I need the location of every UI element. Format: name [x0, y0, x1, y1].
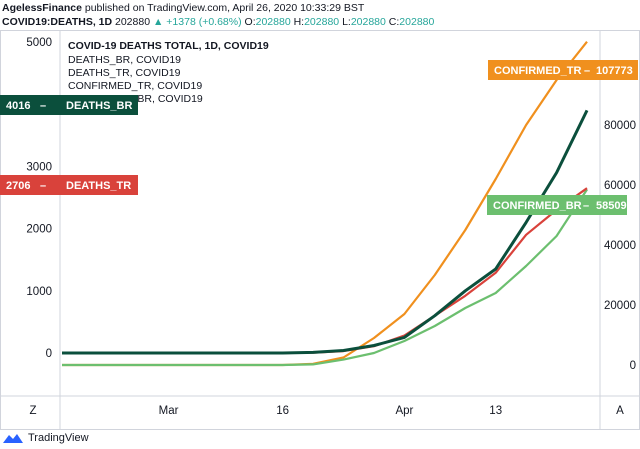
tag-deaths-tr: 2706 – DEATHS_TR [0, 175, 138, 195]
left-tick-label: 3000 [26, 161, 52, 173]
publish-info: AgelessFinance published on TradingView.… [2, 2, 364, 14]
left-tick-label: 1000 [26, 286, 52, 298]
author-name: AgelessFinance [2, 2, 82, 14]
time-axis[interactable]: Mar 16 Apr 13 [159, 405, 502, 417]
price-change: +1378 (+0.68%) [166, 16, 242, 28]
legend-entry-deaths-br: DEATHS_BR, COVID19 [68, 54, 181, 66]
left-tick-label: 5000 [26, 37, 52, 49]
right-tick-label: 20000 [604, 300, 636, 312]
open-label: O: [244, 16, 256, 28]
tag-deaths-br-value: 4016 [6, 100, 30, 112]
low-label: L: [342, 16, 351, 28]
tag-confirmed-br-value: 58509 [596, 200, 627, 212]
tag-deaths-br-name: DEATHS_BR [66, 100, 132, 112]
series-line-confirmed-br [62, 188, 588, 367]
series-line-deaths-br [62, 109, 589, 355]
right-axis-button[interactable]: A [616, 405, 624, 417]
symbol-name: COVID19:DEATHS, 1D [2, 16, 113, 28]
tag-confirmed-br-dash: – [583, 200, 589, 212]
legend-entry-deaths-tr: DEATHS_TR, COVID19 [68, 67, 181, 79]
right-tick-label: 60000 [604, 180, 636, 192]
last-price: 202880 [115, 16, 151, 28]
left-tick-label: 2000 [26, 224, 52, 236]
left-axis: 010002000300040005000 [26, 37, 52, 360]
high-value: 202880 [304, 16, 340, 28]
legend-entry-confirmed-tr: CONFIRMED_TR, COVID19 [68, 80, 202, 92]
tag-deaths-tr-dash: – [40, 180, 46, 192]
x-tick-label: Apr [395, 405, 413, 417]
tag-confirmed-tr-value: 107773 [596, 65, 633, 77]
x-tick-label: Mar [159, 405, 179, 417]
publish-details: published on TradingView.com, April 26, … [84, 2, 365, 14]
footer: TradingView [2, 431, 89, 445]
x-tick-label: 13 [489, 405, 502, 417]
tradingview-logo-icon [3, 434, 23, 443]
tag-deaths-tr-value: 2706 [6, 180, 30, 192]
tag-deaths-br-dash: – [40, 100, 46, 112]
legend-title: COVID-19 DEATHS TOTAL, 1D, COVID19 [68, 40, 269, 52]
low-value: 202880 [350, 16, 386, 28]
right-tick-label: 80000 [604, 120, 636, 132]
tag-deaths-tr-name: DEATHS_TR [66, 180, 131, 192]
tag-confirmed-tr-dash: – [584, 65, 590, 77]
series-lines [62, 41, 589, 367]
right-tick-label: 40000 [604, 240, 636, 252]
left-tick-label: 0 [46, 348, 52, 360]
footer-brand: TradingView [28, 432, 89, 444]
close-value: 202880 [399, 16, 435, 28]
up-arrow-icon: ▲ [152, 16, 164, 28]
x-tick-label: 16 [276, 405, 289, 417]
tag-confirmed-br-name: CONFIRMED_BR [493, 200, 582, 212]
tag-confirmed-br: CONFIRMED_BR – 58509 [487, 195, 627, 215]
tag-confirmed-tr: CONFIRMED_TR – 107773 [488, 60, 638, 80]
chart-canvas[interactable]: 010002000300040005000 020000400006000080… [0, 30, 640, 430]
right-tick-label: 0 [630, 360, 636, 372]
symbol-info: COVID19:DEATHS, 1D 202880 ▲ +1378 (+0.68… [2, 16, 434, 28]
tag-deaths-br: 4016 – DEATHS_BR [0, 95, 138, 115]
high-label: H: [293, 16, 305, 28]
open-value: 202880 [255, 16, 291, 28]
left-axis-button[interactable]: Z [29, 405, 36, 417]
close-label: C: [388, 16, 400, 28]
tag-confirmed-tr-name: CONFIRMED_TR [494, 65, 581, 77]
